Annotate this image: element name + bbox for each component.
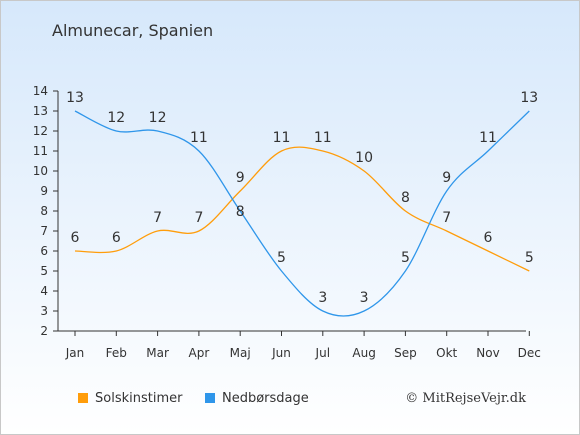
data-label-rain-days: 12 <box>107 110 125 126</box>
y-tick-label: 14 <box>33 84 48 98</box>
copyright-text: © MitRejseVejr.dk <box>405 391 526 406</box>
chart-svg: 2 3 4 5 6 7 8 9 10 11 12 13 14 Jan Feb Mar Apr Maj Jun Jul… <box>33 84 541 360</box>
x-tick-label: Nov <box>476 346 499 360</box>
data-label-rain-days: 12 <box>149 110 167 126</box>
y-tick-label: 11 <box>33 144 48 158</box>
x-tick-label: Aug <box>352 346 375 360</box>
y-tick-label: 13 <box>33 104 48 118</box>
data-label-rain-days: 11 <box>190 130 208 146</box>
data-label-rain-days: 13 <box>66 90 84 106</box>
data-label-sunshine: 5 <box>525 250 534 266</box>
data-label-rain-days: 5 <box>277 250 286 266</box>
x-tick-label: Dec <box>518 346 541 360</box>
legend-label-rain-days: Nedbørsdage <box>222 391 309 406</box>
data-label-sunshine: 8 <box>401 190 410 206</box>
x-ticks: Jan Feb Mar Apr Maj Jun Jul Aug Sep Okt Nov Dec <box>65 331 541 360</box>
y-tick-label: 5 <box>40 264 48 278</box>
x-tick-label: Mar <box>146 346 169 360</box>
data-label-rain-days: 11 <box>479 130 497 146</box>
data-label-sunshine: 9 <box>236 170 245 186</box>
legend-item-rain-days: Nedbørsdage <box>205 391 309 406</box>
x-tick-label: Maj <box>230 346 251 360</box>
y-tick-label: 12 <box>33 124 48 138</box>
data-labels: 6 13 6 12 7 12 7 11 9 8 11 5 11 3 10 3 8 5 7 9 6 11 5 13 <box>66 90 538 306</box>
legend-label-sunshine: Solskinstimer <box>95 391 183 406</box>
data-label-rain-days: 8 <box>236 204 245 220</box>
data-label-sunshine: 7 <box>194 210 203 226</box>
legend-item-sunshine: Solskinstimer <box>78 391 182 406</box>
data-label-sunshine: 11 <box>314 130 332 146</box>
chart-title: Almunecar, Spanien <box>52 21 214 40</box>
y-tick-label: 4 <box>40 284 48 298</box>
series-line-rain-days <box>74 110 530 317</box>
x-tick-label: Jun <box>271 346 291 360</box>
data-label-rain-days: 3 <box>360 290 369 306</box>
y-tick-label: 6 <box>40 244 48 258</box>
y-ticks: 2 3 4 5 6 7 8 9 10 11 12 13 14 <box>33 84 58 338</box>
data-label-rain-days: 9 <box>442 170 451 186</box>
x-tick-label: Okt <box>436 346 457 360</box>
x-tick-label: Sep <box>394 346 417 360</box>
data-label-rain-days: 13 <box>520 90 538 106</box>
data-label-sunshine: 6 <box>112 230 121 246</box>
x-tick-label: Feb <box>106 346 127 360</box>
y-tick-label: 10 <box>33 164 48 178</box>
y-tick-label: 2 <box>40 324 48 338</box>
data-label-sunshine: 11 <box>273 130 291 146</box>
x-tick-label: Jul <box>315 346 330 360</box>
data-label-sunshine: 6 <box>71 230 80 246</box>
legend-swatch-sunshine <box>78 393 88 403</box>
y-tick-label: 9 <box>40 184 48 198</box>
y-tick-label: 8 <box>40 204 48 218</box>
x-tick-label: Apr <box>189 346 210 360</box>
y-tick-label: 7 <box>40 224 48 238</box>
data-label-sunshine: 7 <box>442 210 451 226</box>
legend-swatch-rain-days <box>205 393 215 403</box>
data-label-sunshine: 6 <box>484 230 493 246</box>
x-tick-label: Jan <box>65 346 85 360</box>
series-line-sunshine <box>74 146 530 272</box>
data-label-sunshine: 7 <box>153 210 162 226</box>
series-lines <box>74 110 530 317</box>
data-label-rain-days: 3 <box>318 290 327 306</box>
data-label-rain-days: 5 <box>401 250 410 266</box>
data-label-sunshine: 10 <box>355 150 373 166</box>
y-tick-label: 3 <box>40 304 48 318</box>
